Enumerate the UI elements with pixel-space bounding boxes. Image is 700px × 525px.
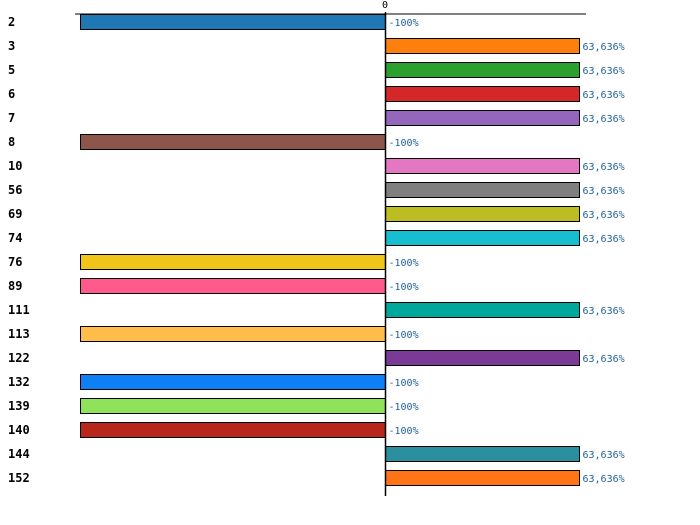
bar: [80, 326, 386, 342]
category-label: 140: [8, 423, 30, 437]
bar: [385, 470, 580, 486]
category-label: 113: [8, 327, 30, 341]
bars-layer: 2 -100% 3 63,636% 5 63,636% 6 63,636% 7 63,636% 8 -…: [8, 14, 625, 486]
category-label: 111: [8, 303, 30, 317]
category-label: 2: [8, 15, 15, 29]
bar: [80, 14, 386, 30]
bar: [385, 182, 580, 198]
value-label: -100%: [389, 330, 419, 341]
category-label: 8: [8, 135, 15, 149]
bar: [385, 230, 580, 246]
bar: [80, 278, 386, 294]
bar: [385, 350, 580, 366]
value-label: 63,636%: [583, 114, 625, 125]
category-label: 10: [8, 159, 22, 173]
value-label: 63,636%: [583, 234, 625, 245]
category-label: 76: [8, 255, 22, 269]
bar: [385, 158, 580, 174]
category-label: 74: [8, 231, 22, 245]
category-label: 3: [8, 39, 15, 53]
bar: [385, 86, 580, 102]
category-label: 139: [8, 399, 30, 413]
category-label: 6: [8, 87, 15, 101]
category-label: 132: [8, 375, 30, 389]
value-label: 63,636%: [583, 354, 625, 365]
value-label: 63,636%: [583, 450, 625, 461]
value-label: 63,636%: [583, 90, 625, 101]
category-label: 144: [8, 447, 30, 461]
category-label: 7: [8, 111, 15, 125]
bar: [385, 302, 580, 318]
category-label: 56: [8, 183, 22, 197]
category-label: 122: [8, 351, 30, 365]
value-label: 63,636%: [583, 474, 625, 485]
category-label: 5: [8, 63, 15, 77]
value-label: -100%: [389, 426, 419, 437]
bar: [385, 110, 580, 126]
bar: [80, 398, 386, 414]
bar: [385, 206, 580, 222]
value-label: -100%: [389, 138, 419, 149]
bar: [385, 38, 580, 54]
zero-tick-label: 0: [382, 0, 388, 11]
category-label: 69: [8, 207, 22, 221]
category-label: 152: [8, 471, 30, 485]
bar: [385, 62, 580, 78]
bar: [80, 134, 386, 150]
category-label: 89: [8, 279, 22, 293]
value-label: 63,636%: [583, 42, 625, 53]
bar: [385, 446, 580, 462]
value-label: -100%: [389, 18, 419, 29]
value-label: 63,636%: [583, 66, 625, 77]
value-label: -100%: [389, 402, 419, 413]
value-label: -100%: [389, 258, 419, 269]
bar: [80, 374, 386, 390]
value-label: 63,636%: [583, 162, 625, 173]
bar: [80, 254, 386, 270]
value-label: 63,636%: [583, 306, 625, 317]
value-label: -100%: [389, 282, 419, 293]
value-label: 63,636%: [583, 210, 625, 221]
value-label: 63,636%: [583, 186, 625, 197]
value-label: -100%: [389, 378, 419, 389]
bar: [80, 422, 386, 438]
